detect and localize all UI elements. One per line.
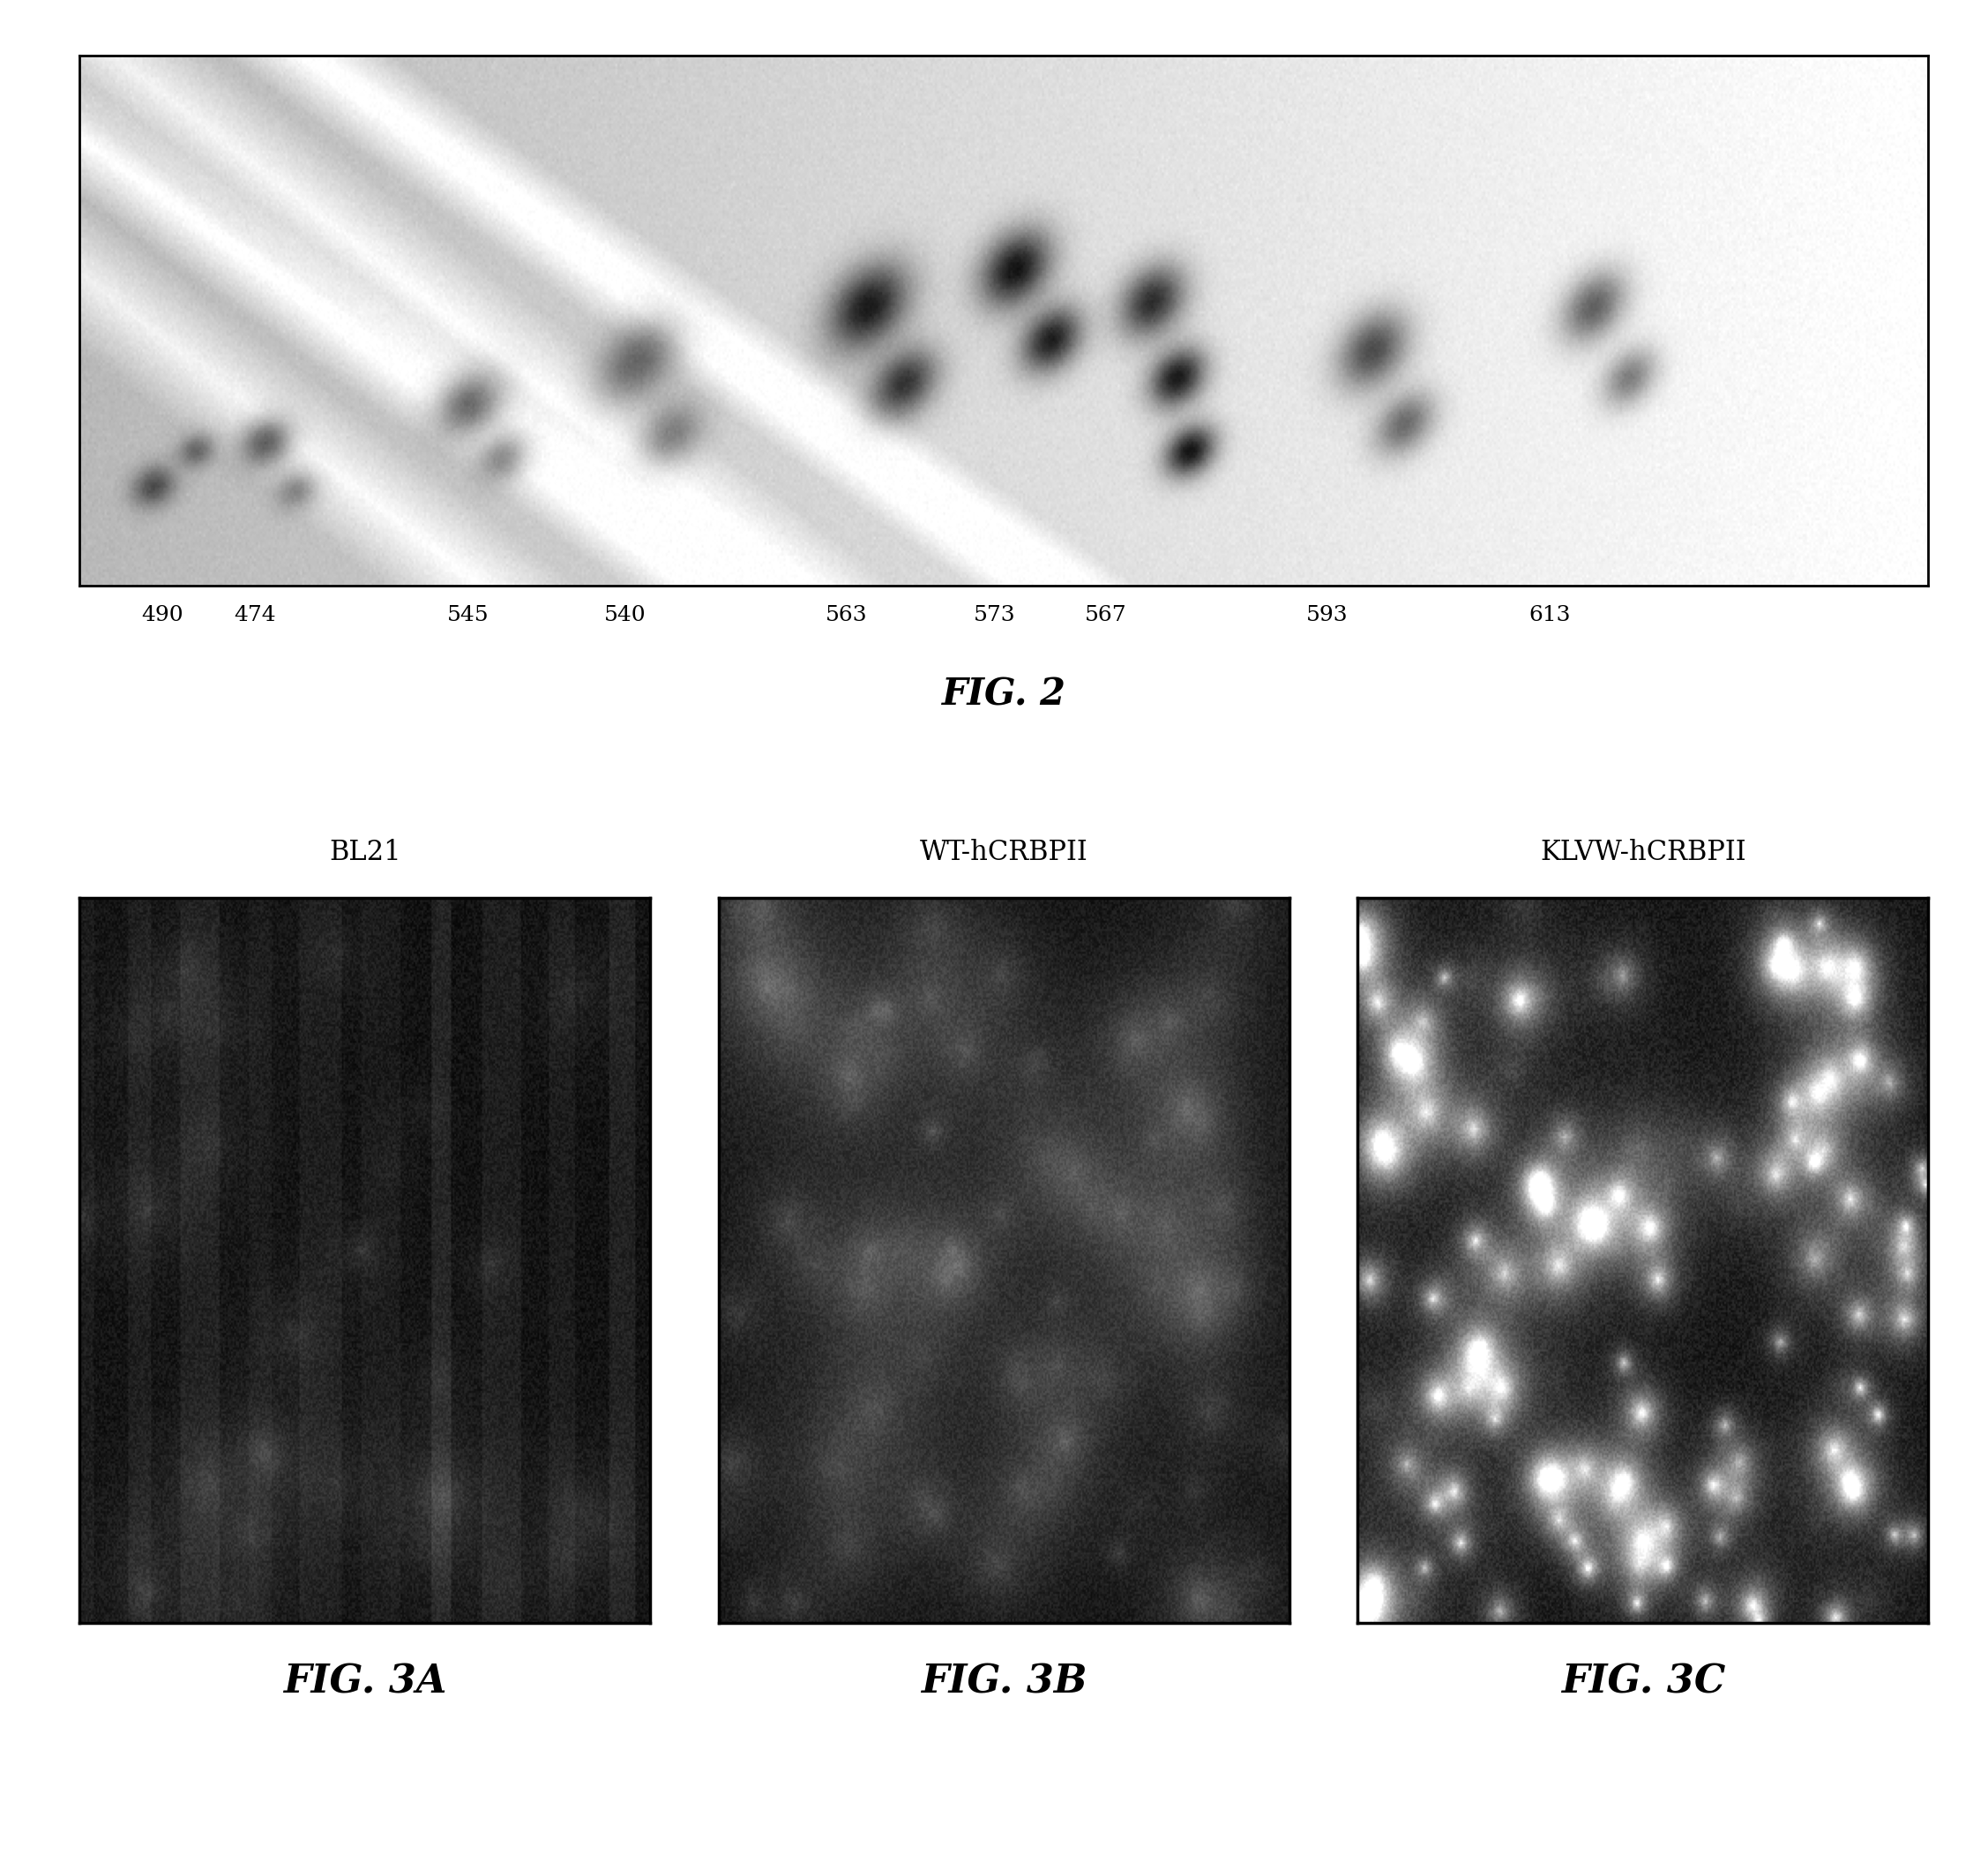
Text: 593: 593	[1306, 604, 1348, 625]
Text: 567: 567	[1085, 604, 1127, 625]
Text: KLVW-hCRBPII: KLVW-hCRBPII	[1541, 838, 1745, 866]
Text: 490: 490	[141, 604, 183, 625]
Text: FIG. 2: FIG. 2	[942, 675, 1066, 712]
Text: BL21: BL21	[328, 838, 402, 866]
Text: 613: 613	[1529, 604, 1571, 625]
Text: 474: 474	[235, 604, 276, 625]
Text: 545: 545	[447, 604, 489, 625]
Text: 540: 540	[604, 604, 646, 625]
Text: 573: 573	[974, 604, 1016, 625]
Text: WT-hCRBPII: WT-hCRBPII	[920, 838, 1087, 866]
Text: 563: 563	[825, 604, 869, 625]
Text: FIG. 3B: FIG. 3B	[920, 1663, 1087, 1700]
Text: FIG. 3A: FIG. 3A	[282, 1663, 447, 1700]
Text: FIG. 3C: FIG. 3C	[1561, 1663, 1726, 1700]
